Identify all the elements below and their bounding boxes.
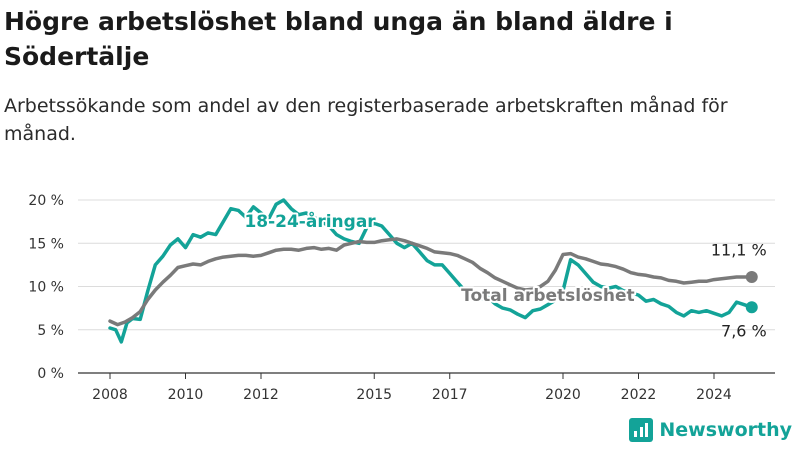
y-axis: 0 % 5 % 10 % 15 % 20 % (28, 193, 64, 382)
end-point-youth (745, 301, 758, 314)
series-label-total: Total arbetslöshet (461, 286, 635, 306)
x-tick-label: 2020 (545, 387, 581, 403)
bar-chart-logo-icon (629, 418, 654, 442)
x-tick-label: 2015 (356, 387, 392, 403)
grid-lines (78, 199, 775, 374)
y-tick-label: 15 % (28, 236, 64, 252)
x-axis: 2008 2010 2012 2015 2017 2020 2022 2024 (92, 373, 732, 403)
y-tick-label: 5 % (37, 323, 64, 339)
newsworthy-logo[interactable]: Newsworthy (629, 416, 792, 444)
chart-subtitle: Arbetssökande som andel av den registerb… (4, 95, 728, 145)
end-point-total (745, 270, 758, 283)
x-tick-label: 2010 (168, 387, 204, 403)
series-group (108, 198, 758, 344)
y-tick-label: 10 % (28, 280, 64, 296)
series-label-youth: 18-24-åringar (244, 210, 376, 232)
x-tick-label: 2022 (621, 387, 657, 403)
series-line-youth (108, 198, 754, 344)
end-label-total: 11,1 % (711, 240, 767, 259)
x-tick-label: 2008 (92, 387, 128, 403)
chart-title: Högre arbetslöshet bland unga än bland ä… (4, 7, 673, 71)
series-labels: Total arbetslöshet 18-24-åringar 11,1 % 7,6… (242, 208, 767, 341)
y-tick-label: 0 % (37, 366, 64, 382)
x-tick-label: 2017 (432, 387, 468, 403)
brand-name: Newsworthy (659, 419, 792, 441)
x-tick-label: 2024 (696, 387, 732, 403)
end-label-youth: 7,6 % (721, 322, 767, 341)
x-tick-label: 2012 (243, 387, 279, 403)
series-line-total (108, 237, 754, 327)
y-tick-label: 20 % (28, 193, 64, 209)
